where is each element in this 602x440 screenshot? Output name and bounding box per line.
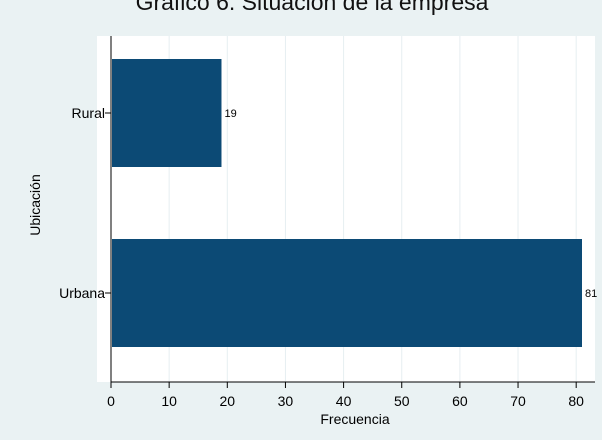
x-tick-label: 20 [220,393,236,409]
chart-title: Gráfico 6. Situación de la empresa [136,0,489,15]
y-axis-ticks: Rural Urbana [59,105,111,301]
bars [112,59,582,347]
y-tick-label: Urbana [59,285,105,301]
x-tick-label: 80 [568,393,584,409]
x-axis-ticks: 0 10 20 30 40 50 60 70 80 [107,382,584,409]
x-tick-label: 10 [161,393,177,409]
bar-value-label: 19 [224,108,236,120]
bar-rural [112,59,222,167]
x-axis-label: Frecuencia [320,411,389,427]
x-tick-label: 60 [452,393,468,409]
x-tick-label: 50 [394,393,410,409]
x-tick-label: 70 [510,393,526,409]
y-tick-label: Rural [72,105,105,121]
x-tick-label: 40 [336,393,352,409]
y-axis-label: Ubicación [27,174,43,235]
x-tick-label: 0 [107,393,115,409]
bar-urbana [112,239,582,347]
bar-value-label: 81 [585,288,597,300]
x-tick-label: 30 [278,393,294,409]
